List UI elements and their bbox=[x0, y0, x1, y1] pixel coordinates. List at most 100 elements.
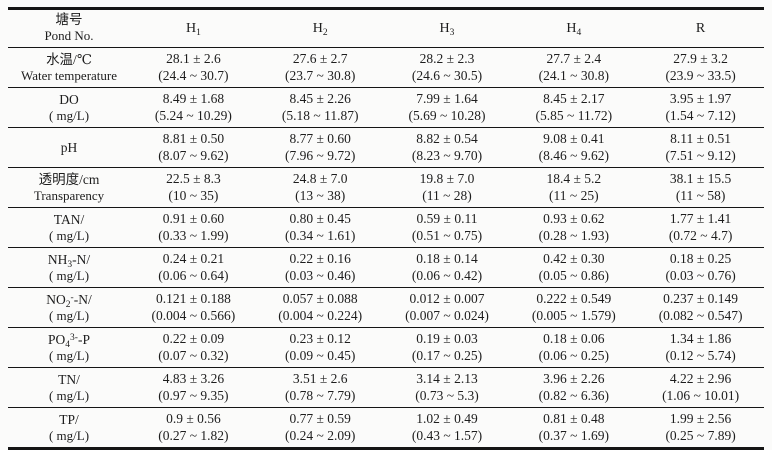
cell-range-value: (1.54 ~ 7.12) bbox=[665, 108, 736, 123]
cell-ph-col4: 9.08 ± 0.41 (8.46 ~ 9.62) bbox=[510, 128, 637, 168]
cell-no2-n-col4: 0.222 ± 0.549 (0.005 ~ 1.579) bbox=[510, 288, 637, 328]
row-label-water-temperature: 水温/℃ Water temperature bbox=[8, 48, 130, 88]
cell-range-value: (24.6 ~ 30.5) bbox=[411, 68, 483, 83]
cell-range-value: (23.7 ~ 30.8) bbox=[285, 68, 356, 83]
cell-tn-col2: 3.51 ± 2.6 (0.78 ~ 7.79) bbox=[257, 368, 384, 408]
label-segment: 3- bbox=[70, 332, 78, 343]
cell-no2-n-col5: 0.237 ± 0.149 (0.082 ~ 0.547) bbox=[637, 288, 764, 328]
cell-mean-value: 22.5 ± 8.3 bbox=[166, 171, 221, 186]
cell-mean-value: 0.81 ± 0.48 bbox=[543, 411, 605, 426]
cell-range-value: (0.06 ~ 0.42) bbox=[411, 268, 483, 283]
row-label-line2: ( mg/L) bbox=[48, 387, 90, 403]
row-label-line1: NO2--N/ bbox=[9, 291, 129, 310]
column-header-text: H bbox=[566, 20, 577, 36]
cell-range-value: (5.18 ~ 11.87) bbox=[281, 108, 359, 123]
cell-do-col4: 8.45 ± 2.17 (5.85 ~ 11.72) bbox=[510, 88, 637, 128]
label-segment: 水温/℃ bbox=[46, 51, 92, 67]
row-label-po4-p: PO43--P( mg/L) bbox=[8, 328, 130, 368]
row-label-line1: pH bbox=[9, 139, 129, 156]
cell-tp-col1: 0.9 ± 0.56 (0.27 ~ 1.82) bbox=[130, 408, 257, 449]
cell-tn-col3: 3.14 ± 2.13 (0.73 ~ 5.3) bbox=[384, 368, 511, 408]
row-label-do: DO( mg/L) bbox=[8, 88, 130, 128]
cell-transparency-col3: 19.8 ± 7.0 (11 ~ 28) bbox=[384, 168, 511, 208]
row-label-line1: TN/ bbox=[9, 371, 129, 388]
cell-water-temperature-col1: 28.1 ± 2.6 (24.4 ~ 30.7) bbox=[130, 48, 257, 88]
cell-range-value: (0.82 ~ 6.36) bbox=[538, 388, 609, 403]
cell-mean-value: 8.77 ± 0.60 bbox=[289, 131, 351, 146]
row-label-line1: 水温/℃ bbox=[9, 51, 129, 68]
label-segment: 2 bbox=[65, 299, 71, 310]
column-header-H1: H1 bbox=[130, 8, 257, 48]
cell-range-value: (5.69 ~ 10.28) bbox=[408, 108, 486, 123]
cell-mean-value: 0.057 ± 0.088 bbox=[282, 291, 358, 306]
cell-ph-col5: 8.11 ± 0.51 (7.51 ~ 9.12) bbox=[637, 128, 764, 168]
cell-range-value: (10 ~ 35) bbox=[168, 188, 219, 203]
cell-range-value: (0.17 ~ 0.25) bbox=[411, 348, 483, 363]
label-segment: TAN/ bbox=[53, 211, 85, 227]
label-segment: TN/ bbox=[58, 371, 80, 387]
cell-mean-value: 0.9 ± 0.56 bbox=[166, 411, 221, 426]
column-header-subscript: 1 bbox=[196, 27, 201, 38]
cell-mean-value: 0.121 ± 0.188 bbox=[155, 291, 231, 306]
row-label-line1: NH3-N/ bbox=[9, 251, 129, 270]
cell-mean-value: 0.80 ± 0.45 bbox=[289, 211, 351, 226]
table-row-tan: TAN/( mg/L) 0.91 ± 0.60 (0.33 ~ 1.99) 0.80 … bbox=[8, 207, 764, 248]
cell-tan-col4: 0.93 ± 0.62 (0.28 ~ 1.93) bbox=[510, 208, 637, 248]
cell-mean-value: 8.81 ± 0.50 bbox=[162, 131, 225, 146]
row-label-line1: DO bbox=[9, 91, 129, 108]
cell-mean-value: 0.42 ± 0.30 bbox=[543, 251, 605, 266]
cell-range-value: (1.06 ~ 10.01) bbox=[662, 388, 740, 403]
cell-ph-col2: 8.77 ± 0.60 (7.96 ~ 9.72) bbox=[257, 128, 384, 168]
cell-mean-value: 27.6 ± 2.7 bbox=[292, 51, 348, 66]
cell-nh3-n-col4: 0.42 ± 0.30 (0.05 ~ 0.86) bbox=[510, 248, 637, 288]
cell-range-value: (11 ~ 25) bbox=[549, 188, 599, 203]
cell-range-value: (11 ~ 58) bbox=[675, 188, 726, 203]
cell-po4-p-col2: 0.23 ± 0.12 (0.09 ~ 0.45) bbox=[257, 328, 384, 368]
cell-range-value: (0.43 ~ 1.57) bbox=[411, 428, 483, 443]
row-label-line2: Water temperature bbox=[20, 67, 118, 83]
cell-nh3-n-col1: 0.24 ± 0.21 (0.06 ~ 0.64) bbox=[130, 248, 257, 288]
cell-mean-value: 1.02 ± 0.49 bbox=[416, 411, 478, 426]
cell-mean-value: 0.23 ± 0.12 bbox=[289, 331, 351, 346]
cell-range-value: (0.78 ~ 7.79) bbox=[285, 388, 356, 403]
cell-do-col3: 7.99 ± 1.64 (5.69 ~ 10.28) bbox=[384, 88, 511, 128]
table-row-ph: pH 8.81 ± 0.50 (8.07 ~ 9.62) 8.77 ± 0.60 (7.… bbox=[8, 127, 764, 168]
cell-range-value: (0.28 ~ 1.93) bbox=[538, 228, 609, 243]
label-segment: - bbox=[70, 292, 74, 303]
label-segment: DO bbox=[59, 91, 79, 107]
cell-range-value: (0.03 ~ 0.76) bbox=[665, 268, 736, 283]
table-row-tn: TN/( mg/L) 4.83 ± 3.26 (0.97 ~ 9.35) 3.51 ±… bbox=[8, 367, 764, 408]
cell-range-value: (0.07 ~ 0.32) bbox=[158, 348, 229, 363]
cell-mean-value: 3.96 ± 2.26 bbox=[543, 371, 605, 386]
table-header: 塘号 Pond No. H1 H2 H3 H4 R bbox=[8, 8, 764, 48]
cell-range-value: (0.12 ~ 5.74) bbox=[665, 348, 736, 363]
column-header-H2: H2 bbox=[256, 8, 384, 48]
row-label-line2: ( mg/L) bbox=[48, 307, 90, 323]
cell-po4-p-col3: 0.19 ± 0.03 (0.17 ~ 0.25) bbox=[384, 328, 511, 368]
column-header-H3: H3 bbox=[383, 8, 511, 48]
row-label-line2: ( mg/L) bbox=[48, 347, 90, 363]
cell-nh3-n-col5: 0.18 ± 0.25 (0.03 ~ 0.76) bbox=[637, 248, 764, 288]
label-segment: -P bbox=[77, 331, 90, 347]
cell-mean-value: 9.08 ± 0.41 bbox=[543, 131, 605, 146]
cell-mean-value: 3.51 ± 2.6 bbox=[292, 371, 348, 386]
label-segment: PO bbox=[48, 331, 66, 347]
row-label-nh3-n: NH3-N/( mg/L) bbox=[8, 248, 130, 288]
label-segment: -N/ bbox=[73, 291, 92, 307]
cell-mean-value: 0.012 ± 0.007 bbox=[409, 291, 485, 306]
cell-mean-value: 8.11 ± 0.51 bbox=[670, 131, 732, 146]
cell-no2-n-col1: 0.121 ± 0.188 (0.004 ~ 0.566) bbox=[130, 288, 257, 328]
cell-no2-n-col2: 0.057 ± 0.088 (0.004 ~ 0.224) bbox=[257, 288, 384, 328]
cell-range-value: (8.07 ~ 9.62) bbox=[158, 148, 229, 163]
table-row-water-temperature: 水温/℃ Water temperature 28.1 ± 2.6 (24.4 ~ 3… bbox=[8, 48, 764, 88]
column-header-text: H bbox=[312, 20, 323, 36]
column-header-text: H bbox=[439, 20, 450, 36]
cell-mean-value: 0.91 ± 0.60 bbox=[162, 211, 225, 226]
cell-tn-col1: 4.83 ± 3.26 (0.97 ~ 9.35) bbox=[130, 368, 257, 408]
cell-water-temperature-col4: 27.7 ± 2.4 (24.1 ~ 30.8) bbox=[510, 48, 637, 88]
cell-range-value: (0.97 ~ 9.35) bbox=[158, 388, 229, 403]
cell-transparency-col4: 18.4 ± 5.2 (11 ~ 25) bbox=[510, 168, 637, 208]
cell-po4-p-col4: 0.18 ± 0.06 (0.06 ~ 0.25) bbox=[510, 328, 637, 368]
label-segment: 3 bbox=[67, 259, 73, 270]
